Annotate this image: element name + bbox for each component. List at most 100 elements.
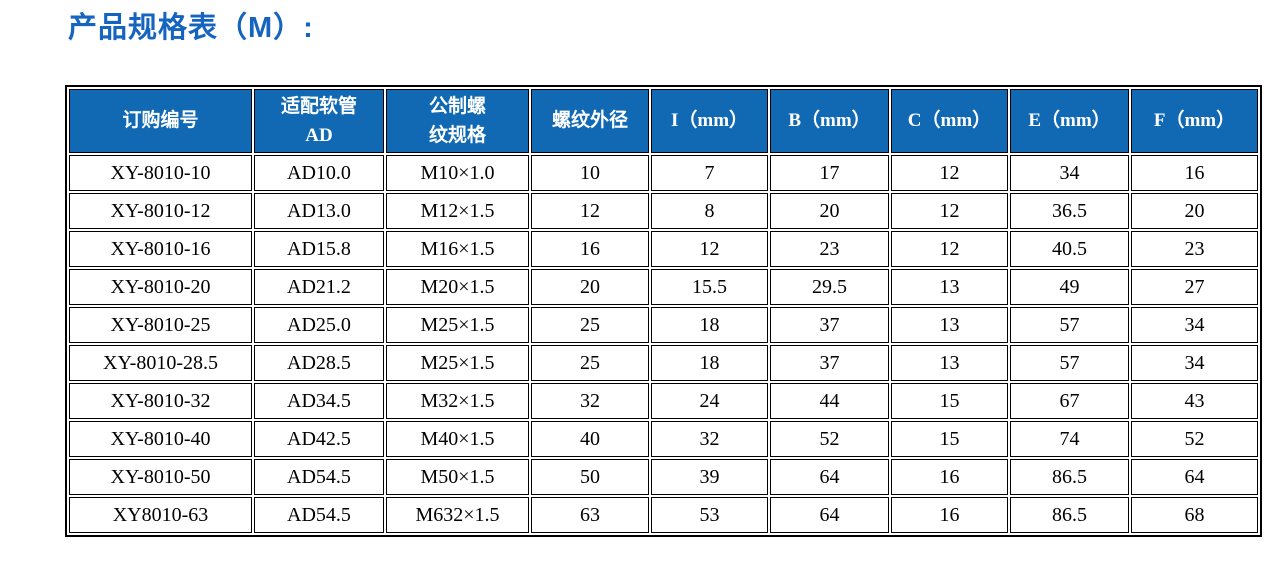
cell-order-no: XY-8010-28.5 xyxy=(69,345,252,381)
cell-order-no: XY8010-63 xyxy=(69,497,252,533)
table-row: XY8010-63 AD54.5 M632×1.5 63 53 64 16 86.5 68 xyxy=(69,497,1258,533)
cell-i: 24 xyxy=(651,383,768,419)
cell-e: 74 xyxy=(1010,421,1129,457)
cell-c: 15 xyxy=(891,421,1008,457)
cell-thread-spec: M25×1.5 xyxy=(386,307,529,343)
cell-f: 64 xyxy=(1131,459,1258,495)
cell-c: 13 xyxy=(891,269,1008,305)
cell-b: 37 xyxy=(770,307,889,343)
product-spec-table: 订购编号 适配软管 AD 公制螺 纹规格 螺纹外径 I（mm） B（mm） C（… xyxy=(65,85,1262,537)
cell-b: 44 xyxy=(770,383,889,419)
cell-thread-spec: M40×1.5 xyxy=(386,421,529,457)
table-row: XY-8010-25 AD25.0 M25×1.5 25 18 37 13 57 34 xyxy=(69,307,1258,343)
cell-thread-spec: M632×1.5 xyxy=(386,497,529,533)
cell-thread-od: 10 xyxy=(531,155,649,191)
cell-hose-ad: AD42.5 xyxy=(254,421,384,457)
cell-e: 57 xyxy=(1010,307,1129,343)
table-row: XY-8010-20 AD21.2 M20×1.5 20 15.5 29.5 13 49 27 xyxy=(69,269,1258,305)
table-row: XY-8010-50 AD54.5 M50×1.5 50 39 64 16 86.5 64 xyxy=(69,459,1258,495)
cell-c: 12 xyxy=(891,193,1008,229)
cell-i: 39 xyxy=(651,459,768,495)
cell-hose-ad: AD13.0 xyxy=(254,193,384,229)
cell-c: 13 xyxy=(891,307,1008,343)
cell-c: 16 xyxy=(891,497,1008,533)
cell-thread-spec: M20×1.5 xyxy=(386,269,529,305)
cell-f: 23 xyxy=(1131,231,1258,267)
cell-i: 18 xyxy=(651,345,768,381)
cell-order-no: XY-8010-25 xyxy=(69,307,252,343)
cell-b: 64 xyxy=(770,497,889,533)
page-title: 产品规格表（M）: xyxy=(68,12,314,44)
cell-hose-ad: AD10.0 xyxy=(254,155,384,191)
col-header-order-no: 订购编号 xyxy=(69,89,252,153)
col-header-i-mm: I（mm） xyxy=(651,89,768,153)
cell-e: 49 xyxy=(1010,269,1129,305)
cell-f: 27 xyxy=(1131,269,1258,305)
cell-f: 52 xyxy=(1131,421,1258,457)
cell-e: 57 xyxy=(1010,345,1129,381)
table-row: XY-8010-40 AD42.5 M40×1.5 40 32 52 15 74 52 xyxy=(69,421,1258,457)
table-row: XY-8010-12 AD13.0 M12×1.5 12 8 20 12 36.5 20 xyxy=(69,193,1258,229)
cell-f: 68 xyxy=(1131,497,1258,533)
cell-order-no: XY-8010-40 xyxy=(69,421,252,457)
col-header-c-mm: C（mm） xyxy=(891,89,1008,153)
col-header-f-mm: F（mm） xyxy=(1131,89,1258,153)
cell-hose-ad: AD15.8 xyxy=(254,231,384,267)
cell-order-no: XY-8010-32 xyxy=(69,383,252,419)
cell-b: 37 xyxy=(770,345,889,381)
col-header-thread-od: 螺纹外径 xyxy=(531,89,649,153)
cell-thread-od: 32 xyxy=(531,383,649,419)
cell-thread-spec: M32×1.5 xyxy=(386,383,529,419)
cell-thread-spec: M10×1.0 xyxy=(386,155,529,191)
cell-e: 67 xyxy=(1010,383,1129,419)
cell-thread-od: 40 xyxy=(531,421,649,457)
cell-order-no: XY-8010-12 xyxy=(69,193,252,229)
cell-thread-spec: M50×1.5 xyxy=(386,459,529,495)
table-row: XY-8010-28.5 AD28.5 M25×1.5 25 18 37 13 57 34 xyxy=(69,345,1258,381)
cell-order-no: XY-8010-20 xyxy=(69,269,252,305)
cell-thread-od: 25 xyxy=(531,345,649,381)
cell-b: 52 xyxy=(770,421,889,457)
cell-c: 15 xyxy=(891,383,1008,419)
cell-thread-od: 63 xyxy=(531,497,649,533)
cell-e: 34 xyxy=(1010,155,1129,191)
cell-i: 18 xyxy=(651,307,768,343)
cell-hose-ad: AD21.2 xyxy=(254,269,384,305)
cell-order-no: XY-8010-16 xyxy=(69,231,252,267)
cell-order-no: XY-8010-10 xyxy=(69,155,252,191)
cell-c: 12 xyxy=(891,155,1008,191)
table-body: XY-8010-10 AD10.0 M10×1.0 10 7 17 12 34 16 XY-80… xyxy=(69,155,1258,533)
cell-b: 64 xyxy=(770,459,889,495)
cell-c: 16 xyxy=(891,459,1008,495)
cell-hose-ad: AD54.5 xyxy=(254,459,384,495)
cell-thread-od: 12 xyxy=(531,193,649,229)
cell-hose-ad: AD34.5 xyxy=(254,383,384,419)
cell-order-no: XY-8010-50 xyxy=(69,459,252,495)
cell-f: 16 xyxy=(1131,155,1258,191)
cell-c: 13 xyxy=(891,345,1008,381)
col-header-e-mm: E（mm） xyxy=(1010,89,1129,153)
cell-hose-ad: AD54.5 xyxy=(254,497,384,533)
cell-thread-od: 50 xyxy=(531,459,649,495)
cell-hose-ad: AD25.0 xyxy=(254,307,384,343)
table-row: XY-8010-32 AD34.5 M32×1.5 32 24 44 15 67 43 xyxy=(69,383,1258,419)
cell-thread-spec: M16×1.5 xyxy=(386,231,529,267)
cell-thread-od: 20 xyxy=(531,269,649,305)
col-header-hose-ad: 适配软管 AD xyxy=(254,89,384,153)
cell-i: 32 xyxy=(651,421,768,457)
cell-e: 86.5 xyxy=(1010,459,1129,495)
cell-b: 23 xyxy=(770,231,889,267)
cell-b: 20 xyxy=(770,193,889,229)
cell-f: 34 xyxy=(1131,307,1258,343)
cell-hose-ad: AD28.5 xyxy=(254,345,384,381)
cell-b: 29.5 xyxy=(770,269,889,305)
table-row: XY-8010-16 AD15.8 M16×1.5 16 12 23 12 40.5 23 xyxy=(69,231,1258,267)
cell-b: 17 xyxy=(770,155,889,191)
cell-i: 12 xyxy=(651,231,768,267)
cell-e: 86.5 xyxy=(1010,497,1129,533)
cell-f: 43 xyxy=(1131,383,1258,419)
cell-thread-od: 25 xyxy=(531,307,649,343)
table-header-row: 订购编号 适配软管 AD 公制螺 纹规格 螺纹外径 I（mm） B（mm） C（… xyxy=(69,89,1258,153)
cell-f: 20 xyxy=(1131,193,1258,229)
